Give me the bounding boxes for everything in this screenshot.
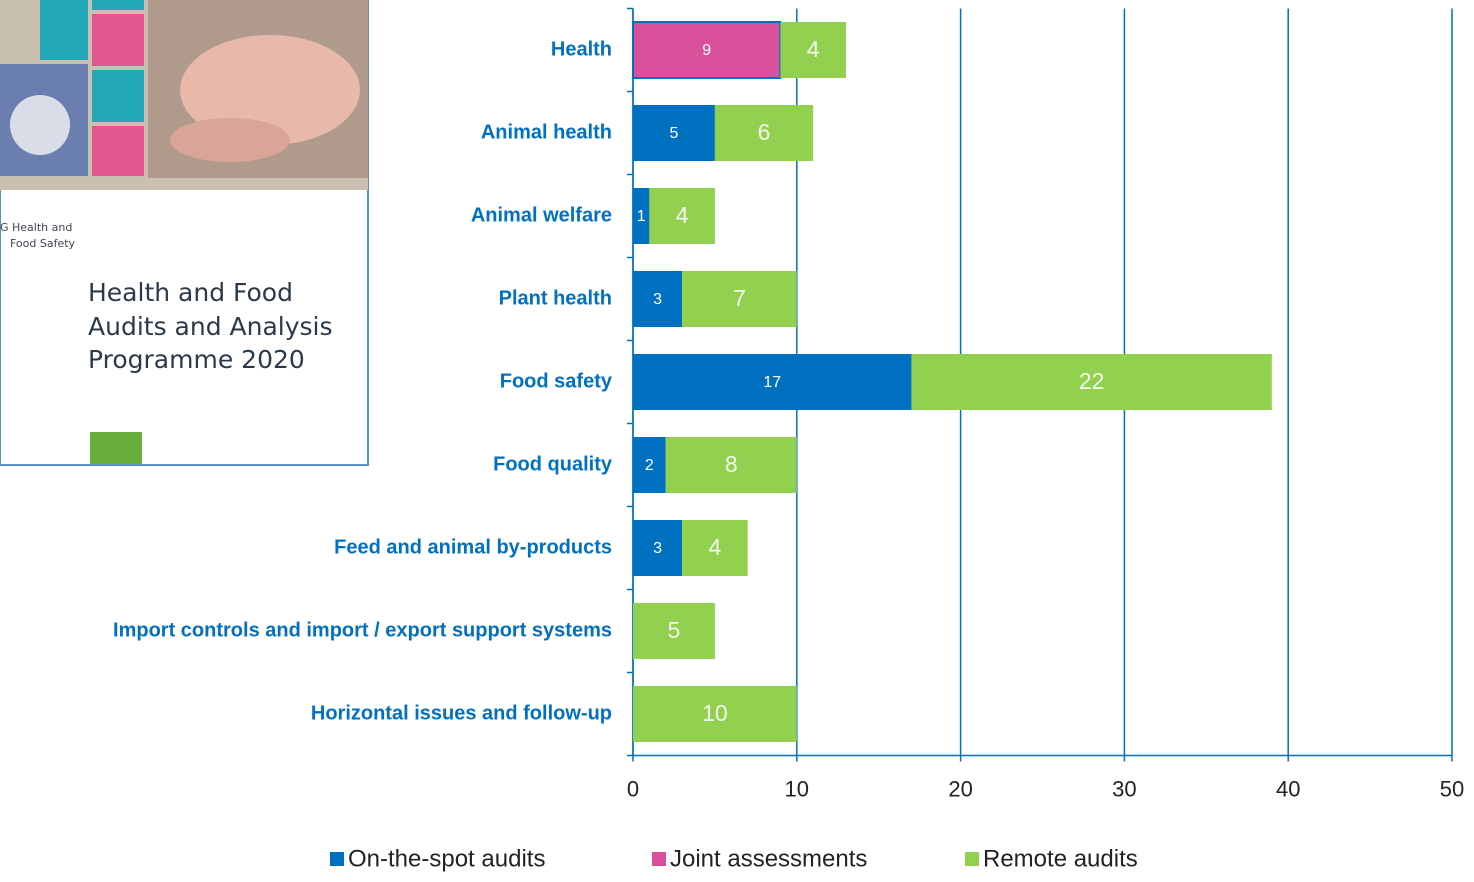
x-tick-label: 20 <box>948 776 972 801</box>
value-label: 1 <box>637 208 646 225</box>
value-label: 4 <box>807 36 820 62</box>
x-tick-label: 30 <box>1112 776 1136 801</box>
chart: G Health and Food Safety Health and Food… <box>0 0 1474 877</box>
cover-publisher: G Health and <box>0 221 72 234</box>
value-label: 5 <box>668 617 681 643</box>
x-tick-label: 10 <box>785 776 809 801</box>
cover-publisher: Food Safety <box>10 237 76 250</box>
legend-swatch <box>330 852 344 866</box>
value-label: 3 <box>653 291 662 308</box>
cover-title: Programme 2020 <box>88 345 305 374</box>
category-label: Food safety <box>500 370 613 392</box>
category-label: Food quality <box>493 453 613 475</box>
value-label: 17 <box>763 374 781 391</box>
value-label: 4 <box>709 534 722 560</box>
cover-title: Audits and Analysis <box>88 312 333 341</box>
value-label: 3 <box>653 540 662 557</box>
value-label: 9 <box>702 42 711 59</box>
category-label: Import controls and import / export supp… <box>113 619 612 641</box>
legend-label: Remote audits <box>983 845 1138 872</box>
legend-swatch <box>965 852 979 866</box>
legend-label: Joint assessments <box>670 845 867 872</box>
value-label: 6 <box>758 119 771 145</box>
x-tick-label: 40 <box>1276 776 1300 801</box>
legend-label: On-the-spot audits <box>348 845 545 872</box>
category-label: Health <box>551 38 612 60</box>
value-label: 8 <box>725 451 738 477</box>
category-label: Animal health <box>481 121 612 143</box>
category-label: Horizontal issues and follow-up <box>311 702 612 724</box>
category-label: Feed and animal by-products <box>334 536 612 558</box>
value-label: 5 <box>669 125 678 142</box>
value-label: 22 <box>1079 368 1105 394</box>
category-label: Animal welfare <box>471 204 612 226</box>
value-label: 10 <box>702 700 728 726</box>
x-tick-label: 50 <box>1440 776 1464 801</box>
category-label: Plant health <box>499 287 612 309</box>
page: {"cover": {"publisher": ["G Health and",… <box>0 0 1474 877</box>
value-label: 4 <box>676 202 689 228</box>
cover-title: Health and Food <box>88 278 293 307</box>
x-tick-label: 0 <box>627 776 639 801</box>
value-label: 7 <box>733 285 746 311</box>
value-label: 2 <box>645 457 654 474</box>
legend-swatch <box>652 852 666 866</box>
